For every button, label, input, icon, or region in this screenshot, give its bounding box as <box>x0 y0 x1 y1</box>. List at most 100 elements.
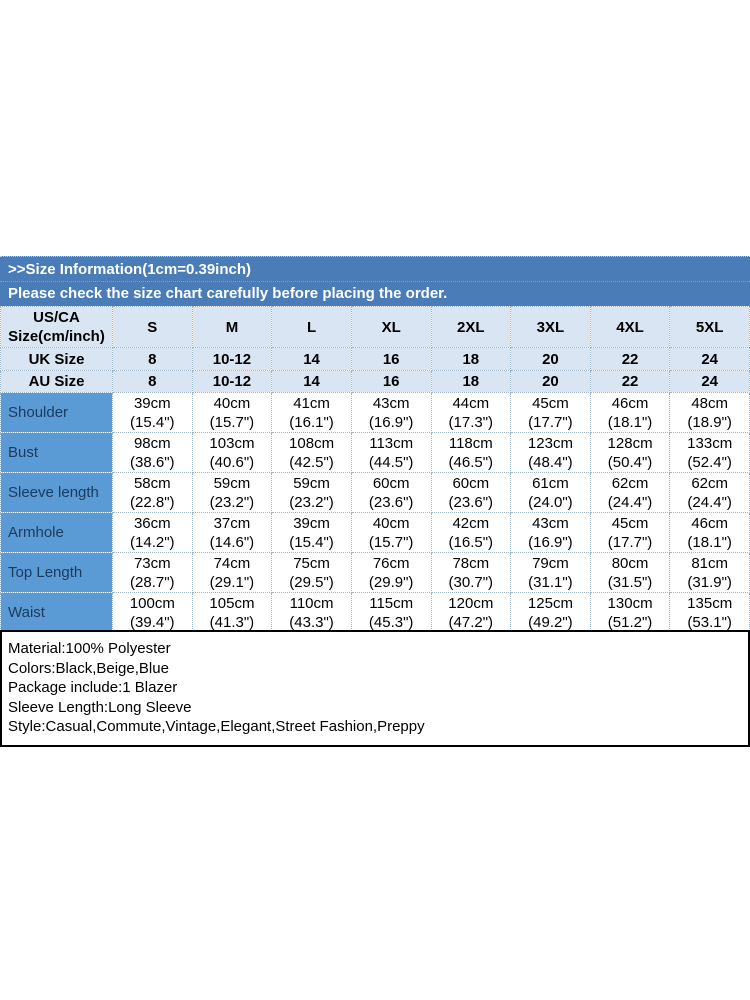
measurement-inch: (24.4") <box>687 493 732 511</box>
measurement-inch: (40.6") <box>209 453 255 471</box>
measurement-inch: (23.6") <box>448 493 494 511</box>
measurement-cm: 76cm <box>372 554 410 572</box>
row-label: Top Length <box>0 552 113 593</box>
size-column-header: 4XL <box>589 306 671 348</box>
measurement-cell: 46cm (18.1") <box>589 392 671 433</box>
size-value-cell: 20 <box>510 370 591 393</box>
measurement-cell: 120cm (47.2") <box>430 592 512 633</box>
measurement-inch: (16.9") <box>368 413 414 431</box>
measurement-cell: 60cm (23.6") <box>430 472 512 513</box>
measurement-inch: (16.9") <box>528 533 573 551</box>
row-label: Bust <box>0 432 113 473</box>
measurement-cell: 73cm (28.7") <box>112 552 193 593</box>
corner-line1: US/CA <box>33 309 80 326</box>
measurement-cell: 61cm (24.0") <box>510 472 591 513</box>
measurement-cm: 60cm <box>372 474 410 492</box>
measurement-cm: 78cm <box>452 554 490 572</box>
measurement-inch: (16.5") <box>448 533 494 551</box>
measurement-cell: 40cm (15.7") <box>350 512 432 553</box>
measurement-inch: (17.7") <box>528 413 573 431</box>
row-label: UK Size <box>0 347 113 371</box>
measurement-cm: 43cm <box>532 514 569 532</box>
measurement-cell: 45cm (17.7") <box>589 512 671 553</box>
measurement-cm: 100cm <box>129 594 175 612</box>
measurement-inch: (18.1") <box>607 413 653 431</box>
measurement-cm: 36cm <box>133 514 171 532</box>
measurement-cm: 73cm <box>133 554 171 572</box>
measurement-cm: 105cm <box>209 594 255 612</box>
measurement-cell: 39cm (15.4") <box>112 392 193 433</box>
table-row: UK Size 8 10-12 14 16 18 20 22 24 <box>0 347 750 371</box>
measurement-cell: 78cm (30.7") <box>430 552 512 593</box>
measurement-inch: (31.9") <box>687 573 732 591</box>
measurement-inch: (29.5") <box>289 573 334 591</box>
size-value-cell: 8 <box>112 370 193 393</box>
measurement-inch: (43.3") <box>289 613 334 631</box>
measurement-cell: 118cm (46.5") <box>430 432 512 473</box>
row-label: Shoulder <box>0 392 113 433</box>
measurement-inch: (16.1") <box>289 413 334 431</box>
measurement-cm: 133cm <box>687 434 733 452</box>
measurement-inch: (31.1") <box>528 573 573 591</box>
table-row: Sleeve length 58cm (22.8") 59cm (23.2") 59cm(… <box>0 472 750 513</box>
measurement-inch: (22.8") <box>130 493 175 511</box>
measurement-inch: (17.3") <box>448 413 494 431</box>
size-value-cell: 8 <box>112 347 193 371</box>
size-value-cell: 16 <box>350 347 432 371</box>
table-header-row: US/CA Size(cm/inch) S M L XL 2XL 3XL 4XL 5XL <box>0 306 750 348</box>
measurement-cell: 44cm (17.3") <box>430 392 512 433</box>
measurement-cell: 41cm (16.1") <box>271 392 352 433</box>
size-info-subtitle: Please check the size chart carefully be… <box>8 285 448 302</box>
measurement-cell: 133cm (52.4") <box>669 432 750 473</box>
measurement-cm: 60cm <box>452 474 490 492</box>
measurement-cm: 39cm <box>293 514 330 532</box>
measurement-cm: 39cm <box>133 394 171 412</box>
corner-line2: Size(cm/inch) <box>8 328 105 345</box>
measurement-cell: 115cm (45.3") <box>350 592 432 633</box>
measurement-cell: 75cm (29.5") <box>271 552 352 593</box>
measurement-inch: (23.6") <box>368 493 414 511</box>
measurement-cm: 113cm <box>369 434 414 452</box>
measurement-cm: 79cm <box>532 554 569 572</box>
row-label: AU Size <box>0 370 113 393</box>
measurement-cell: 76cm (29.9") <box>350 552 432 593</box>
measurement-cm: 110cm <box>289 594 334 612</box>
measurement-inch: (24.4") <box>607 493 653 511</box>
size-value-cell: 10-12 <box>191 347 273 371</box>
measurement-inch: (44.5") <box>368 453 414 471</box>
measurement-cm: 44cm <box>452 394 490 412</box>
measurement-cm: 40cm <box>372 514 410 532</box>
measurement-inch: (15.4") <box>289 533 334 551</box>
measurement-cm: 59cm <box>213 474 251 492</box>
measurement-cell: 37cm (14.6") <box>191 512 273 553</box>
table-row: Waist 100cm (39.4") 105cm (41.3") 110cm (43.3"… <box>0 592 750 633</box>
measurement-inch: (50.4") <box>607 453 653 471</box>
measurement-cm: 62cm <box>611 474 649 492</box>
product-details-box: Material:100% Polyester Colors:Black,Bei… <box>0 630 750 747</box>
measurement-inch: (24.0") <box>528 493 573 511</box>
measurement-cm: 43cm <box>372 394 410 412</box>
measurement-inch: (14.6") <box>209 533 255 551</box>
measurement-cell: 135cm (53.1") <box>669 592 750 633</box>
size-value-cell: 10-12 <box>191 370 273 393</box>
measurement-cm: 74cm <box>213 554 251 572</box>
measurement-inch: (53.1") <box>687 613 732 631</box>
measurement-inch: (41.3") <box>209 613 255 631</box>
size-column-header: S <box>112 306 193 348</box>
measurement-cm: 128cm <box>607 434 653 452</box>
measurement-cell: 48cm (18.9") <box>669 392 750 433</box>
size-value-cell: 18 <box>430 347 512 371</box>
measurement-cell: 110cm (43.3") <box>271 592 352 633</box>
measurement-cell: 113cm (44.5") <box>350 432 432 473</box>
size-column-header: 3XL <box>510 306 591 348</box>
measurement-inch: (28.7") <box>130 573 175 591</box>
measurement-inch: (49.2") <box>528 613 573 631</box>
measurement-cm: 130cm <box>607 594 653 612</box>
measurement-cm: 115cm <box>369 594 414 612</box>
measurement-cell: 62cm (24.4") <box>669 472 750 513</box>
measurement-inch: (18.9") <box>687 413 732 431</box>
measurement-inch: (17.7") <box>607 533 653 551</box>
measurement-cm: 46cm <box>691 514 729 532</box>
measurement-inch: (18.1") <box>687 533 732 551</box>
